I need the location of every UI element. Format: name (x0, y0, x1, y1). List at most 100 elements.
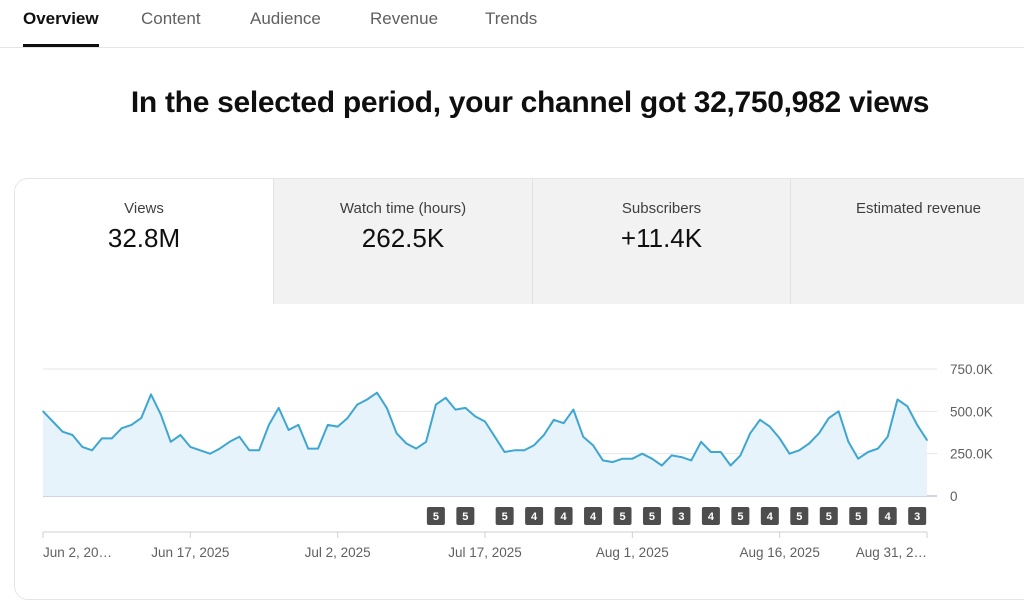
x-tick-label: Aug 16, 2025 (740, 545, 820, 560)
x-tick-label: Aug 1, 2025 (596, 545, 669, 560)
tab-audience[interactable]: Audience (250, 9, 321, 28)
badge-count: 5 (826, 511, 832, 523)
x-tick-label: Jun 2, 20… (43, 545, 112, 560)
data-point (61, 430, 64, 433)
data-point (651, 457, 653, 460)
data-point (562, 422, 565, 425)
data-point (729, 464, 732, 467)
y-tick-label: 750.0K (950, 362, 993, 377)
data-point (906, 405, 909, 408)
data-point (454, 408, 457, 411)
data-point (690, 459, 693, 462)
video-publish-badge (701, 507, 720, 525)
data-point (896, 398, 899, 401)
data-point (415, 447, 418, 450)
data-point (818, 432, 820, 435)
y-tick-label: 500.0K (950, 404, 993, 419)
data-point (287, 429, 290, 431)
badge-count: 4 (531, 511, 538, 523)
video-publish-badge (525, 507, 544, 525)
badge-count: 4 (561, 511, 568, 523)
badge-count: 4 (767, 511, 774, 523)
video-publish-badge (672, 507, 691, 525)
data-point (700, 441, 702, 443)
data-point (219, 447, 221, 450)
metric-label: Subscribers (621, 200, 702, 217)
video-publish-badge (426, 507, 445, 525)
data-point (926, 439, 928, 441)
data-point (425, 441, 427, 443)
analytics-tab-bar: Overview Content Audience Revenue Trends (0, 0, 1024, 48)
data-point (307, 447, 310, 450)
tab-overview[interactable]: Overview (23, 0, 99, 47)
data-point (602, 459, 604, 462)
metric-views[interactable]: Views 32.8M (15, 179, 273, 304)
tab-trends[interactable]: Trends (485, 9, 538, 28)
data-point (494, 435, 496, 438)
video-publish-badge (495, 507, 514, 525)
data-point (808, 442, 810, 445)
data-point (582, 435, 584, 438)
data-point (386, 407, 388, 409)
tab-revenue[interactable]: Revenue (370, 9, 439, 28)
metric-watch-time[interactable]: Watch time (hours) 262.5K (273, 179, 532, 304)
data-point (444, 397, 447, 399)
metric-label: Estimated revenue (855, 200, 982, 217)
data-point (101, 437, 103, 440)
badge-count: 5 (433, 511, 439, 523)
data-point (503, 451, 506, 453)
data-point (42, 410, 44, 413)
video-publish-badge (613, 507, 632, 525)
badge-count: 3 (678, 511, 684, 523)
video-publish-badge (849, 507, 868, 525)
data-point (828, 417, 830, 419)
data-point (346, 417, 349, 419)
x-tick-label: Jun 17, 2025 (151, 545, 229, 560)
data-point (435, 403, 437, 406)
data-point (916, 424, 918, 426)
data-point (719, 451, 722, 453)
video-publish-badge (790, 507, 809, 525)
data-point (769, 425, 771, 428)
data-point (788, 452, 791, 455)
data-point (670, 454, 673, 457)
y-tick-label: 0 (950, 489, 958, 504)
data-point (376, 391, 378, 394)
metric-value: 32.8M (107, 223, 181, 253)
video-publish-badge (584, 507, 603, 525)
data-point (238, 435, 241, 438)
data-point (258, 449, 260, 452)
data-point (336, 425, 339, 428)
badge-count: 5 (649, 511, 655, 523)
tab-content[interactable]: Content (141, 9, 201, 28)
data-point (543, 434, 545, 436)
data-point (91, 449, 93, 452)
data-point (867, 451, 869, 453)
badge-count: 4 (885, 511, 892, 523)
x-tick-label: Aug 31, 2… (856, 545, 927, 560)
data-point (111, 437, 113, 440)
data-point (395, 432, 398, 435)
badge-count: 3 (914, 511, 920, 523)
data-point (464, 407, 467, 409)
data-point (523, 449, 526, 452)
video-publish-badge (731, 507, 750, 525)
data-point (484, 420, 486, 423)
data-point (513, 449, 516, 452)
metric-label: Watch time (hours) (339, 200, 467, 217)
data-point (277, 407, 280, 409)
badge-count: 4 (708, 511, 715, 523)
data-point (317, 447, 319, 450)
data-point (366, 398, 368, 401)
data-point (661, 464, 663, 467)
video-publish-badge (819, 507, 838, 525)
data-point (611, 461, 614, 463)
metric-estimated-revenue[interactable]: Estimated revenue (790, 179, 1024, 304)
metric-label: Views (124, 200, 164, 217)
data-point (179, 434, 182, 436)
data-point (140, 417, 142, 419)
metrics-card: Views 32.8M Watch time (hours) 262.5K Su… (14, 178, 1024, 600)
data-point (474, 415, 477, 418)
data-point (847, 441, 850, 443)
metric-subscribers[interactable]: Subscribers +11.4K (532, 179, 790, 304)
